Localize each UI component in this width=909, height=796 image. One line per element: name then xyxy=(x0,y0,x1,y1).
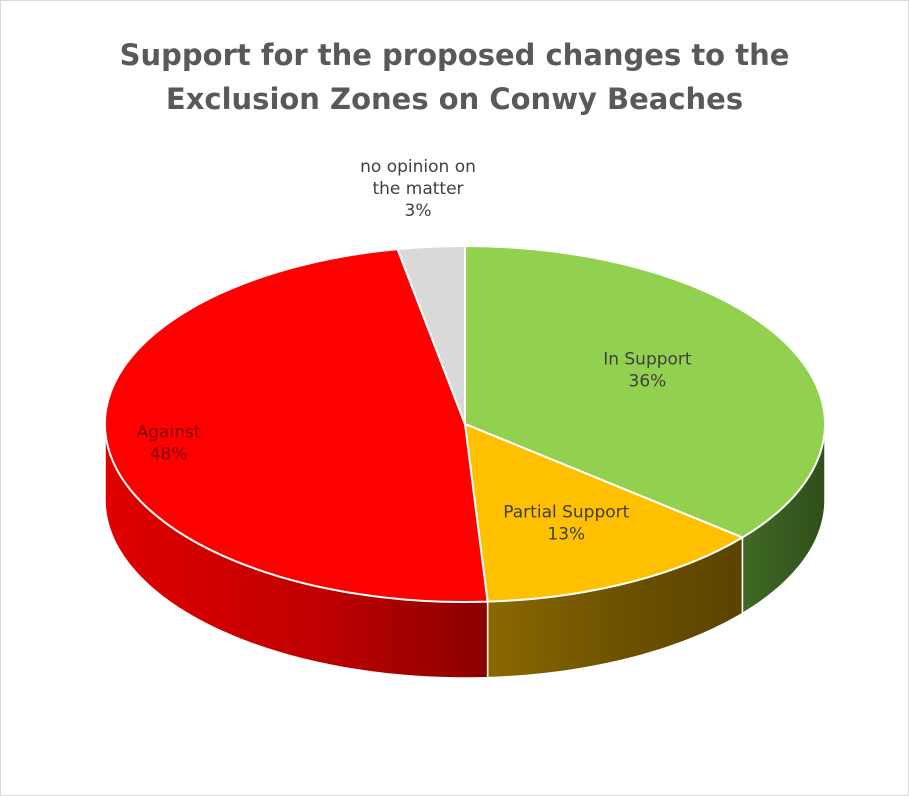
pie-slice-in-support xyxy=(464,245,826,539)
data-label-category: no opinion on xyxy=(360,157,476,177)
pie-slice-against xyxy=(103,248,489,603)
data-label-percent: 3% xyxy=(405,201,432,221)
data-label-percent: 13% xyxy=(547,524,585,544)
data-label-category: In Support xyxy=(603,350,692,370)
data-label-category: Against xyxy=(137,423,201,443)
pie-slice-partial-support xyxy=(464,423,744,603)
data-label-category: the matter xyxy=(372,179,463,199)
data-label-percent: 36% xyxy=(629,372,667,392)
data-label-category: Partial Support xyxy=(503,502,629,522)
pie-slices xyxy=(103,245,826,603)
chart-title-line-1: Support for the proposed changes to the xyxy=(119,38,790,72)
chart-title-line-2: Exclusion Zones on Conwy Beaches xyxy=(165,82,744,116)
data-label-percent: 48% xyxy=(150,445,188,465)
chart-title: Support for the proposed changes to the … xyxy=(1,33,908,121)
pie-slice-no-opinion-on-the-matter xyxy=(396,245,466,425)
